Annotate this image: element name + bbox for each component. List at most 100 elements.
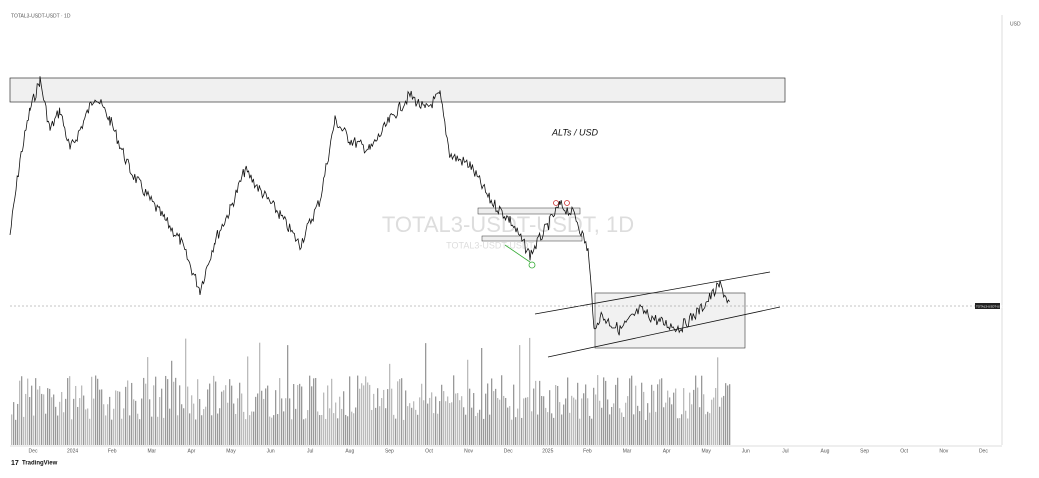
- volume-bar: [489, 414, 491, 445]
- time-label: Feb: [108, 448, 117, 454]
- volume-bar: [335, 402, 337, 445]
- time-label: Dec: [979, 448, 988, 454]
- volume-bar: [601, 407, 603, 445]
- volume-bar: [257, 393, 259, 445]
- volume-bar: [729, 384, 731, 445]
- volume-bar: [483, 418, 485, 445]
- volume-bar: [635, 385, 637, 445]
- volume-bar: [357, 375, 359, 445]
- volume-bar: [417, 414, 419, 445]
- volume-bar: [325, 418, 327, 445]
- volume-bar: [663, 407, 665, 445]
- volume-bar: [541, 396, 543, 445]
- volume-bar: [289, 398, 291, 445]
- time-axis: Dec 2024 Feb Mar Apr May Jun Jul Aug Sep Oct Nov Dec…: [29, 448, 989, 454]
- volume-bar: [637, 405, 639, 445]
- volume-bar: [653, 390, 655, 445]
- price-tag: TOTAL3-USDT-USDT: [976, 304, 1005, 308]
- volume-bar: [513, 384, 515, 445]
- volume-bar: [507, 407, 509, 445]
- volume-bar: [189, 413, 191, 445]
- volume-bar: [711, 399, 713, 445]
- volume-bar: [377, 388, 379, 445]
- volume-bar: [265, 388, 267, 445]
- volume-bar: [115, 390, 117, 445]
- volume-bar: [163, 417, 165, 445]
- volume-bar: [263, 398, 265, 445]
- volume-bar: [299, 383, 301, 445]
- volume-bar: [37, 389, 39, 445]
- volume-bar: [131, 382, 133, 445]
- volume-bar: [247, 356, 249, 445]
- volume-bar: [649, 412, 651, 445]
- volume-bar: [213, 375, 215, 445]
- volume-bar: [169, 408, 171, 445]
- volume-bar: [567, 377, 569, 445]
- volume-bar: [347, 416, 349, 445]
- volume-bar: [61, 391, 63, 445]
- volume-bar: [391, 388, 393, 445]
- volume-bar: [261, 390, 263, 445]
- time-label: Aug: [345, 448, 354, 454]
- time-label: Jul: [307, 448, 313, 454]
- volume-bar: [135, 400, 137, 445]
- volume-bar: [457, 393, 459, 445]
- volume-bar: [435, 396, 437, 445]
- volume-bar: [65, 398, 67, 445]
- volume-bar: [293, 384, 295, 445]
- volume-bar: [607, 399, 609, 445]
- volume-bar: [307, 410, 309, 445]
- volume-bar: [55, 406, 57, 445]
- volume-bar: [547, 412, 549, 445]
- volume-bar: [447, 396, 449, 445]
- volume-bar: [415, 409, 417, 445]
- volume-bar: [217, 413, 219, 445]
- volume-bar: [63, 412, 65, 445]
- volume-bar: [25, 393, 27, 445]
- volume-bar: [481, 348, 483, 445]
- volume-bar: [537, 414, 539, 445]
- volume-bar: [233, 403, 235, 445]
- volume-bar: [259, 342, 261, 445]
- volume-bar: [209, 383, 211, 445]
- volume-bar: [583, 393, 585, 445]
- time-label: Nov: [939, 448, 948, 454]
- volume-bar: [365, 376, 367, 445]
- volume-bar: [245, 419, 247, 445]
- volume-bar: [219, 408, 221, 445]
- volume-bar: [93, 398, 95, 445]
- volume-bar: [283, 411, 285, 445]
- volume-bar: [145, 383, 147, 445]
- volume-bar: [361, 383, 363, 445]
- volume-bar: [17, 403, 19, 445]
- volume-bar: [295, 408, 297, 445]
- time-label: Sep: [385, 448, 394, 454]
- volume-bar: [699, 407, 701, 445]
- volume: [11, 337, 731, 445]
- volume-bar: [617, 377, 619, 445]
- volume-bar: [51, 397, 53, 445]
- volume-bar: [303, 419, 305, 445]
- volume-bar: [659, 379, 661, 445]
- volume-bar: [437, 413, 439, 445]
- volume-bar: [727, 385, 729, 445]
- volume-bar: [23, 416, 25, 445]
- volume-bar: [281, 398, 283, 445]
- volume-bar: [549, 390, 551, 445]
- volume-bar: [237, 398, 239, 445]
- volume-bar: [53, 394, 55, 445]
- volume-bar: [609, 414, 611, 445]
- volume-bar: [81, 385, 83, 445]
- volume-bar: [119, 391, 121, 445]
- volume-bar: [493, 391, 495, 445]
- volume-bar: [597, 375, 599, 445]
- volume-bar: [193, 403, 195, 445]
- time-label: Aug: [821, 448, 830, 454]
- volume-bar: [421, 383, 423, 445]
- volume-bar: [527, 397, 529, 445]
- volume-bar: [143, 377, 145, 445]
- volume-bar: [405, 390, 407, 445]
- zone-upper: [477, 207, 581, 215]
- volume-bar: [645, 419, 647, 445]
- volume-bar: [395, 418, 397, 445]
